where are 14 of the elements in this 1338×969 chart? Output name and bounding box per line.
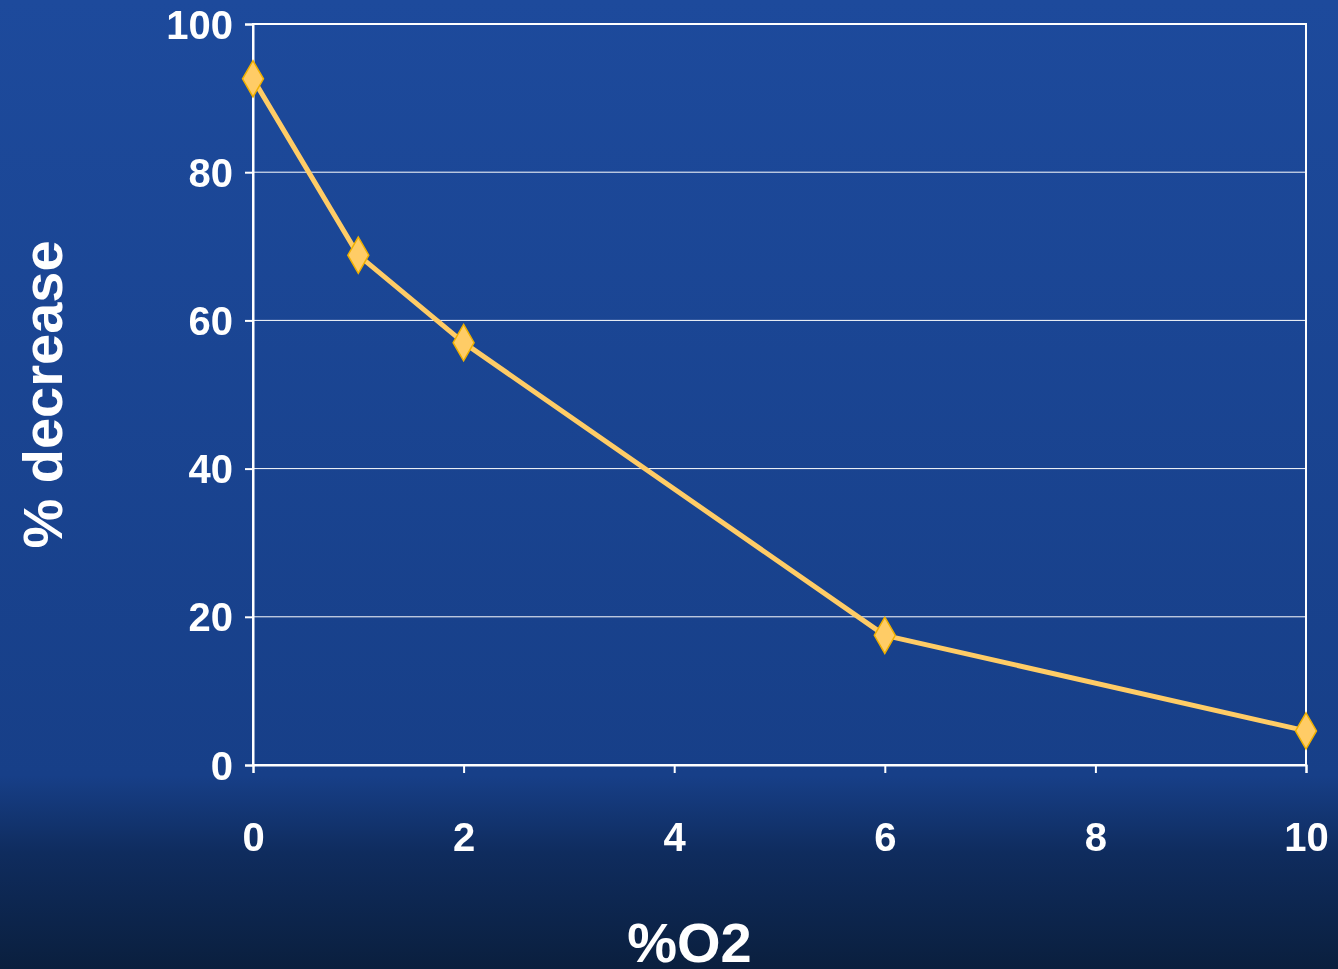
- y-tick-label: 40: [188, 447, 233, 492]
- y-tick-label: 0: [210, 743, 233, 788]
- x-tick-label: 0: [242, 815, 265, 860]
- y-tick-label: 100: [166, 2, 233, 47]
- y-tick-label: 20: [188, 595, 233, 640]
- x-tick-label: 2: [452, 815, 476, 860]
- x-tick-label: 8: [1084, 815, 1108, 860]
- y-tick-label: 60: [188, 298, 233, 343]
- y-tick-label: 80: [188, 150, 233, 195]
- x-tick-label: 10: [1284, 815, 1329, 860]
- x-tick-label: 4: [663, 815, 687, 860]
- x-tick-label: 6: [874, 815, 897, 860]
- x-axis-title: %O2: [627, 911, 752, 969]
- y-axis-title: % decrease: [11, 240, 74, 549]
